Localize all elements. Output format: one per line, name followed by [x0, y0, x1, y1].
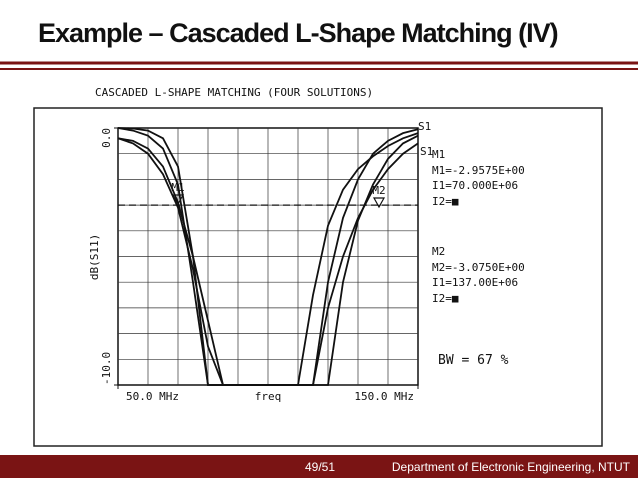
y-tick-label: -10.0: [100, 352, 113, 385]
annotation: S1: [420, 145, 433, 158]
x-tick-label: 150.0 MHz: [354, 390, 414, 403]
y-axis-label: dB(S11): [88, 234, 101, 280]
footer-bar: [0, 455, 638, 478]
annotation: I2=■: [432, 292, 459, 305]
marker: [171, 194, 185, 206]
annotation: BW = 67 %: [438, 353, 509, 368]
x-tick-label: 50.0 MHz: [126, 390, 179, 403]
x-axis-label: freq: [255, 390, 282, 403]
annotation: M1=-2.9575E+00: [432, 164, 525, 177]
page-number: 49/51: [305, 460, 335, 474]
marker: [372, 197, 386, 209]
annotation: S1: [418, 120, 431, 133]
annotation: M1: [432, 148, 445, 161]
footer-text: Department of Electronic Engineering, NT…: [392, 460, 631, 474]
y-tick-label: 0.0: [100, 128, 113, 148]
curve: [117, 134, 419, 386]
annotation: I2=■: [432, 195, 459, 208]
annotation: I1=137.00E+06: [432, 276, 518, 289]
annotation: I1=70.000E+06: [432, 179, 518, 192]
marker-label: M1: [171, 181, 184, 194]
chart-title: CASCADED L-SHAPE MATCHING (FOUR SOLUTION…: [95, 86, 373, 99]
slide-title: Example – Cascaded L-Shape Matching (IV): [38, 18, 558, 48]
annotation: M2=-3.0750E+00: [432, 261, 525, 274]
marker-label: M2: [372, 184, 385, 197]
chart-frame: [33, 107, 603, 447]
annotation: M2: [432, 245, 445, 258]
